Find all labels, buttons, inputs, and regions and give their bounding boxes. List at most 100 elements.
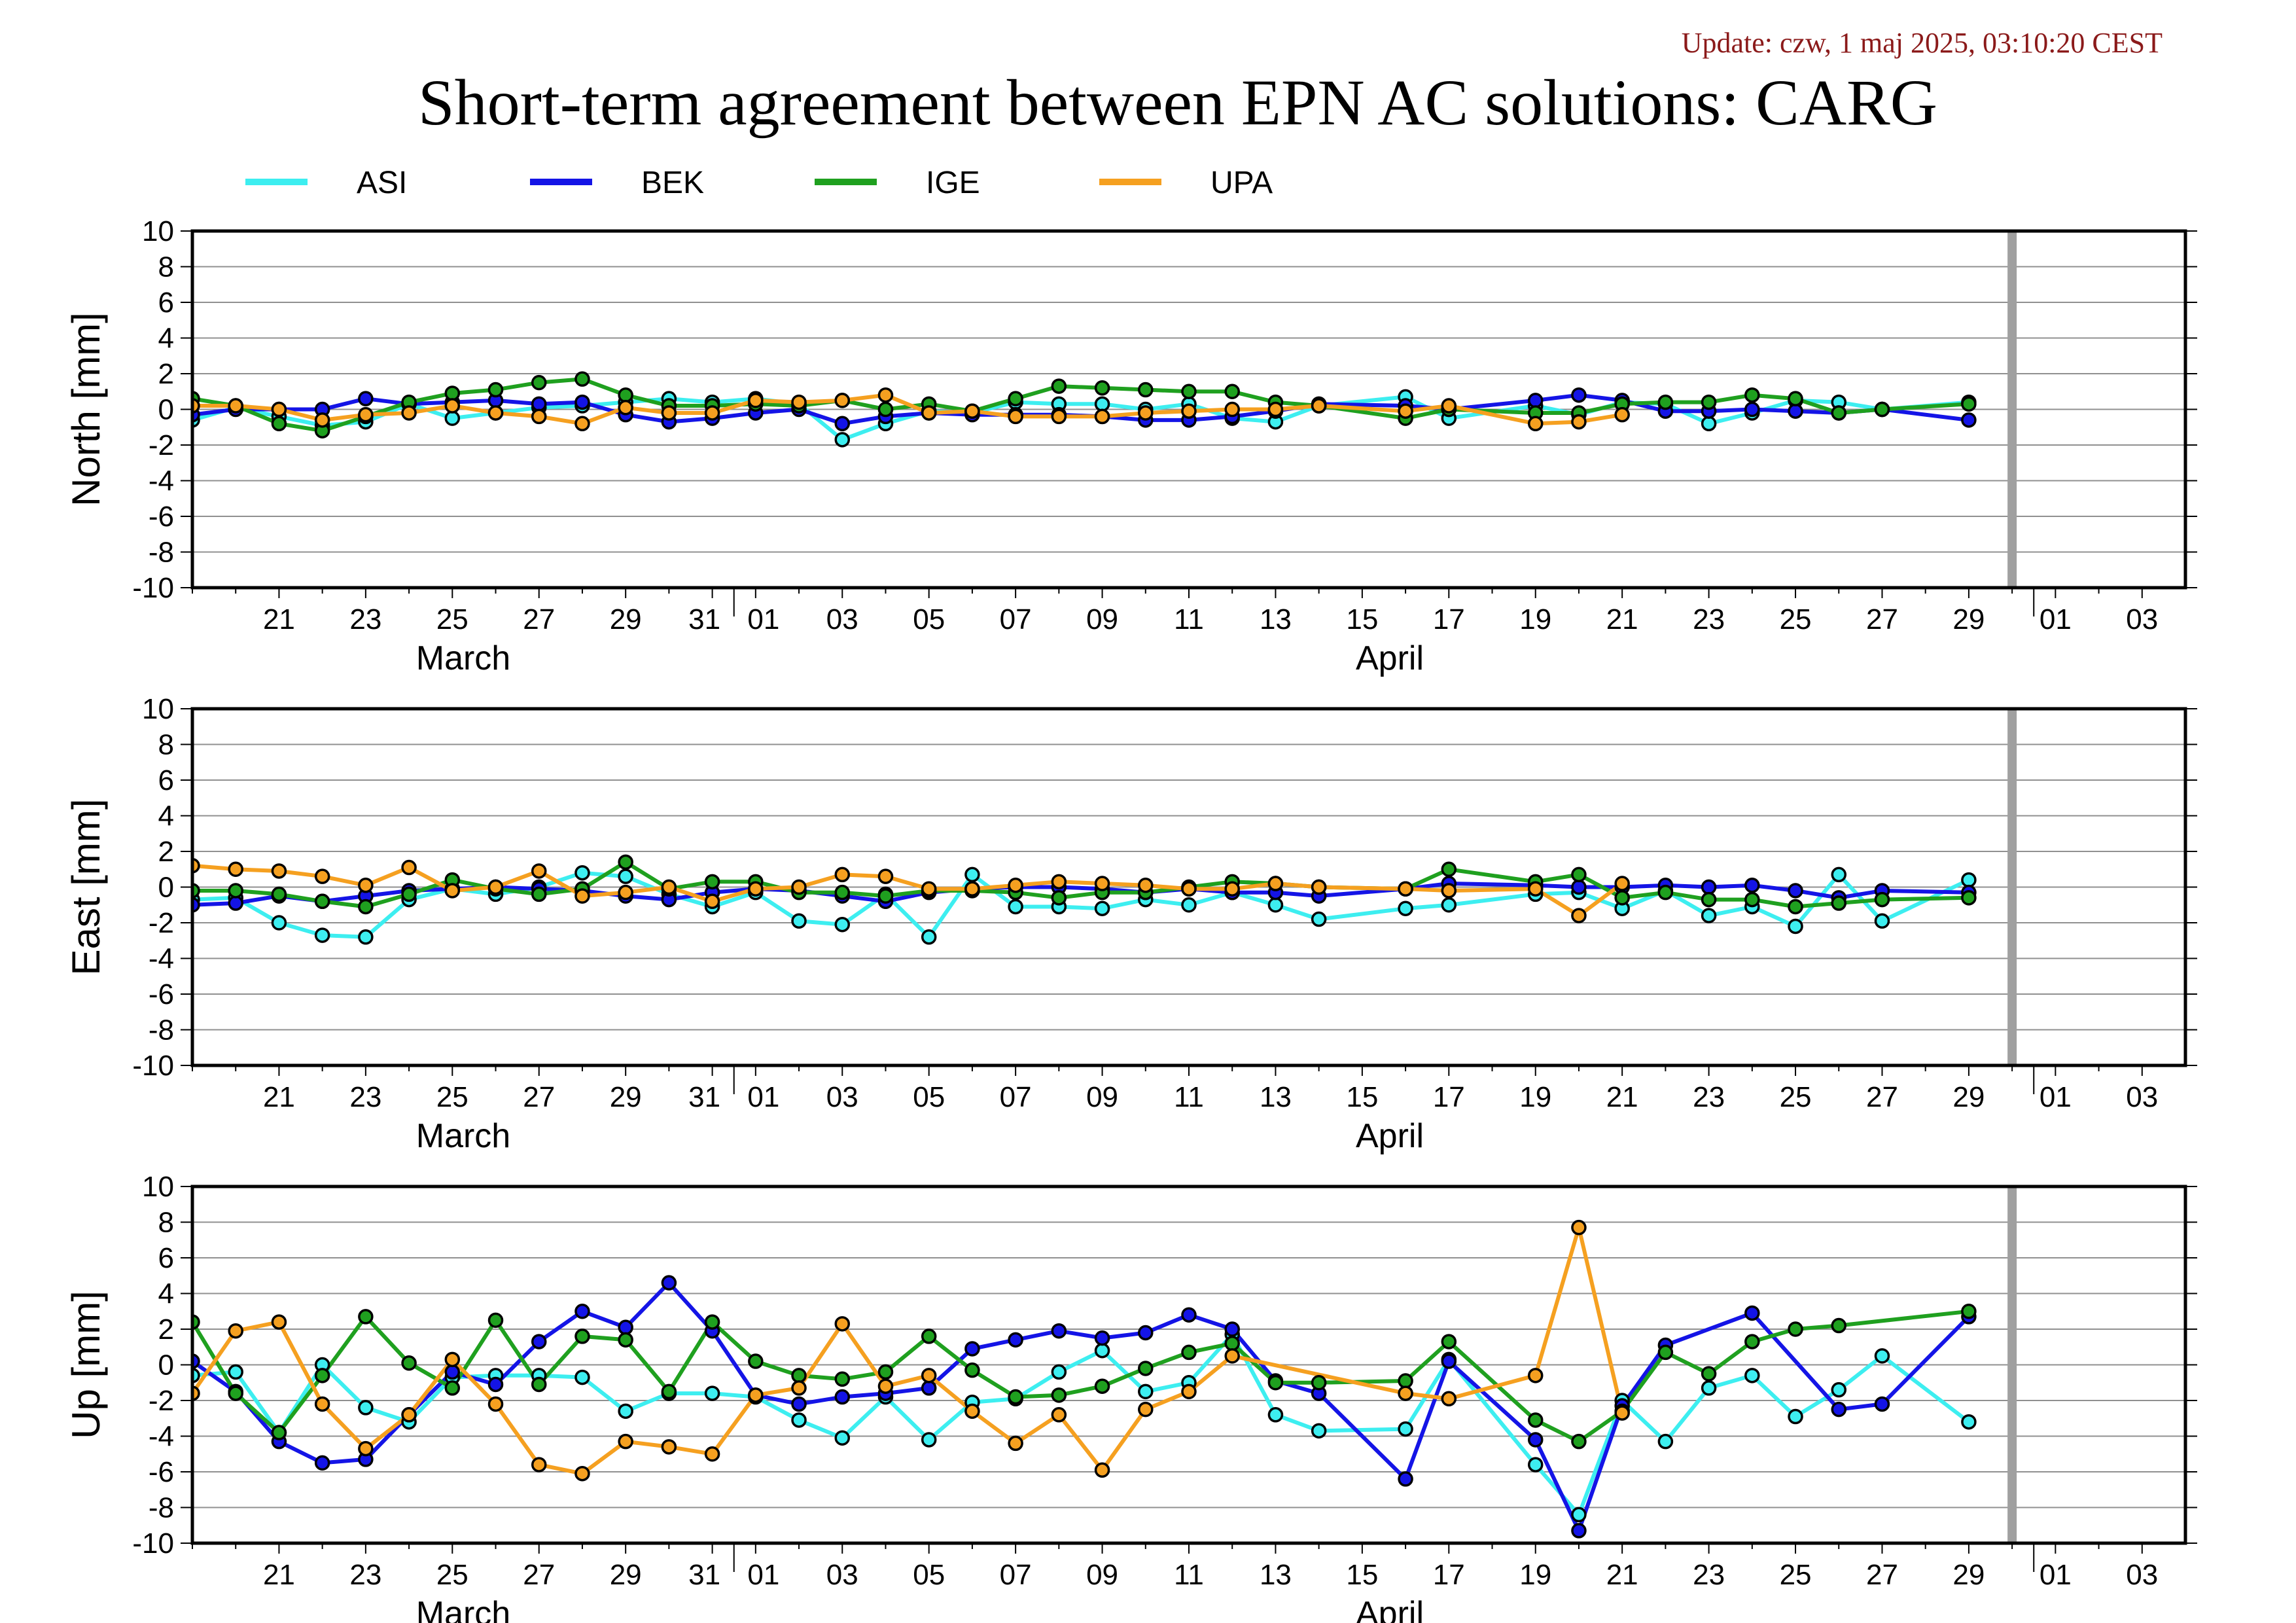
x-tick-label: 29 (1952, 603, 1985, 635)
x-tick-label: 05 (913, 1081, 945, 1113)
legend-label-ige: IGE (926, 166, 980, 200)
data-point-asi (1311, 1423, 1327, 1439)
data-point-upa (704, 405, 720, 421)
data-point-bek (228, 895, 243, 911)
panel-north: 10 8 6 42 0-2 -4 -6 -8-10 21 23 25 27 29 31 01 03 05 07 09… (64, 215, 2197, 677)
data-point-upa (1398, 403, 1413, 419)
month-label: March (416, 1595, 510, 1623)
data-point-asi (834, 1430, 851, 1446)
data-point-asi (358, 1400, 374, 1416)
data-point-asi (271, 915, 287, 931)
data-point-bek (1874, 1396, 1890, 1412)
x-tick-label: 29 (610, 603, 642, 635)
data-point-ige (1701, 1366, 1717, 1382)
data-point-ige (1657, 884, 1674, 901)
data-point-asi (1311, 911, 1327, 927)
data-point-upa (618, 400, 633, 416)
data-point-ige (487, 1312, 504, 1329)
update-timestamp: Update: czw, 1 maj 2025, 03:10:20 CEST (1682, 27, 2163, 59)
data-point-bek (487, 1376, 504, 1393)
y-tick-label: -2 (149, 1385, 174, 1417)
y-tick-label: 4 (158, 1278, 174, 1310)
data-point-asi (791, 1412, 807, 1428)
data-point-upa (1571, 414, 1587, 430)
data-point-asi (1571, 1507, 1587, 1523)
data-point-asi (1094, 1342, 1110, 1359)
data-point-upa (314, 1396, 330, 1412)
data-point-upa (748, 881, 764, 897)
x-tick-label: 11 (1174, 1559, 1204, 1591)
data-point-asi (1094, 396, 1110, 412)
data-point-ige (1744, 891, 1760, 908)
month-label: March (416, 639, 510, 677)
x-tick-label: 01 (747, 1559, 779, 1591)
x-tick-label: 29 (610, 1081, 642, 1113)
x-tick-label: 23 (349, 1559, 381, 1591)
data-point-bek (1527, 393, 1544, 408)
data-point-upa (1224, 401, 1240, 418)
x-tick-label: 21 (263, 1559, 295, 1591)
data-point-asi (1744, 1368, 1760, 1383)
y-tick-label: -8 (149, 537, 174, 569)
data-point-upa (748, 393, 764, 408)
y-tick-label: 8 (158, 729, 174, 761)
data-point-upa (358, 878, 374, 893)
x-tick-label: 09 (1086, 603, 1118, 635)
data-point-ige (401, 886, 417, 902)
data-point-ige (1441, 861, 1457, 877)
x-tick-label: 25 (1780, 603, 1812, 635)
data-point-ige (1008, 391, 1023, 406)
x-tick-label: 09 (1086, 1559, 1118, 1591)
data-point-upa (964, 403, 980, 419)
x-tick-label: 07 (1000, 1559, 1032, 1591)
y-tick-label: -2 (149, 907, 174, 939)
data-point-asi (1788, 1408, 1803, 1425)
data-point-asi (1181, 897, 1197, 913)
data-point-upa (1527, 416, 1544, 432)
data-point-upa (574, 416, 590, 432)
data-point-ige (1398, 1373, 1413, 1389)
data-point-upa (877, 868, 894, 884)
data-point-upa (574, 888, 590, 904)
data-point-upa (1614, 876, 1630, 891)
data-point-bek (531, 396, 547, 412)
data-point-upa (748, 1387, 764, 1403)
x-tick-label: 03 (2126, 1559, 2158, 1591)
data-point-asi (1961, 872, 1977, 888)
data-point-upa (791, 879, 807, 895)
legend: ASI BEK IGE UPA (245, 166, 1273, 200)
data-point-asi (1831, 866, 1847, 883)
x-tick-label: 15 (1346, 603, 1378, 635)
data-point-asi (1701, 908, 1717, 923)
data-point-upa (1398, 881, 1413, 897)
data-point-upa (618, 884, 633, 901)
data-point-bek (1441, 1353, 1457, 1369)
data-point-ige (704, 874, 720, 890)
data-point-bek (834, 1389, 851, 1405)
data-point-upa (228, 861, 243, 877)
data-point-upa (661, 879, 677, 895)
data-point-asi (228, 1364, 243, 1380)
x-tick-label: 25 (1780, 1081, 1812, 1113)
x-tick-label: 25 (436, 1559, 468, 1591)
data-point-ige (1831, 405, 1847, 421)
data-point-bek (1744, 1305, 1760, 1321)
data-point-ige (1224, 1336, 1240, 1351)
data-point-ige (1181, 383, 1197, 399)
data-point-upa (834, 866, 851, 883)
data-point-upa (1181, 1383, 1197, 1400)
data-point-upa (444, 883, 461, 899)
data-point-bek (1138, 1325, 1154, 1341)
data-point-upa (271, 1314, 287, 1330)
data-point-ige (444, 385, 461, 401)
data-point-upa (1441, 883, 1457, 899)
x-tick-label: 29 (1952, 1081, 1985, 1113)
data-point-ige (314, 1368, 330, 1383)
data-point-upa (531, 1457, 547, 1472)
data-point-bek (1527, 1432, 1544, 1448)
data-point-asi (1138, 1383, 1154, 1400)
x-tick-label: 31 (688, 1081, 720, 1113)
plot-frame (190, 229, 2187, 590)
data-point-ige (1874, 401, 1890, 418)
data-point-upa (228, 398, 243, 414)
